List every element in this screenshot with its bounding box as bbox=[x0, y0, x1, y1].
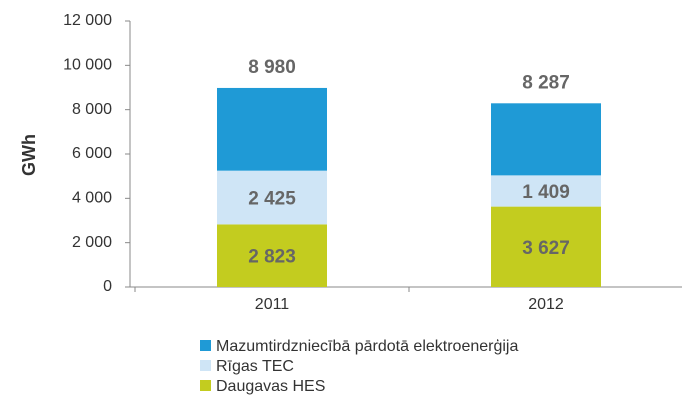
bar-segment bbox=[491, 103, 601, 176]
data-label: 2 823 bbox=[248, 247, 296, 268]
y-axis-label: GWh bbox=[19, 134, 39, 176]
total-label: 8 287 bbox=[522, 72, 570, 93]
bar-segment bbox=[217, 170, 327, 225]
y-tick-label: 8 000 bbox=[72, 101, 112, 118]
y-tick-label: 12 000 bbox=[63, 12, 112, 29]
y-tick-label: 0 bbox=[103, 278, 112, 295]
y-tick-label: 4 000 bbox=[72, 190, 112, 207]
legend-swatch bbox=[200, 340, 211, 351]
legend-swatch bbox=[200, 380, 211, 391]
legend-label: Rīgas TEC bbox=[216, 358, 294, 375]
bar-segment bbox=[491, 206, 601, 287]
legend-label: Mazumtirdzniecībā pārdotā elektroenerģij… bbox=[216, 337, 518, 355]
bar-segment bbox=[217, 224, 327, 287]
bar-segment bbox=[491, 175, 601, 207]
y-tick-label: 10 000 bbox=[63, 57, 112, 74]
x-tick-label: 2012 bbox=[528, 296, 564, 313]
y-tick-label: 2 000 bbox=[72, 234, 112, 251]
legend-label: Daugavas HES bbox=[216, 378, 325, 395]
bar-segment bbox=[217, 87, 327, 171]
data-label: 3 627 bbox=[522, 238, 570, 259]
total-label: 8 980 bbox=[248, 57, 296, 78]
data-label: 2 425 bbox=[248, 189, 296, 210]
data-label: 1 409 bbox=[522, 182, 570, 203]
x-tick-label: 2011 bbox=[255, 296, 290, 313]
y-tick-label: 6 000 bbox=[72, 145, 112, 162]
legend-swatch bbox=[200, 360, 211, 371]
